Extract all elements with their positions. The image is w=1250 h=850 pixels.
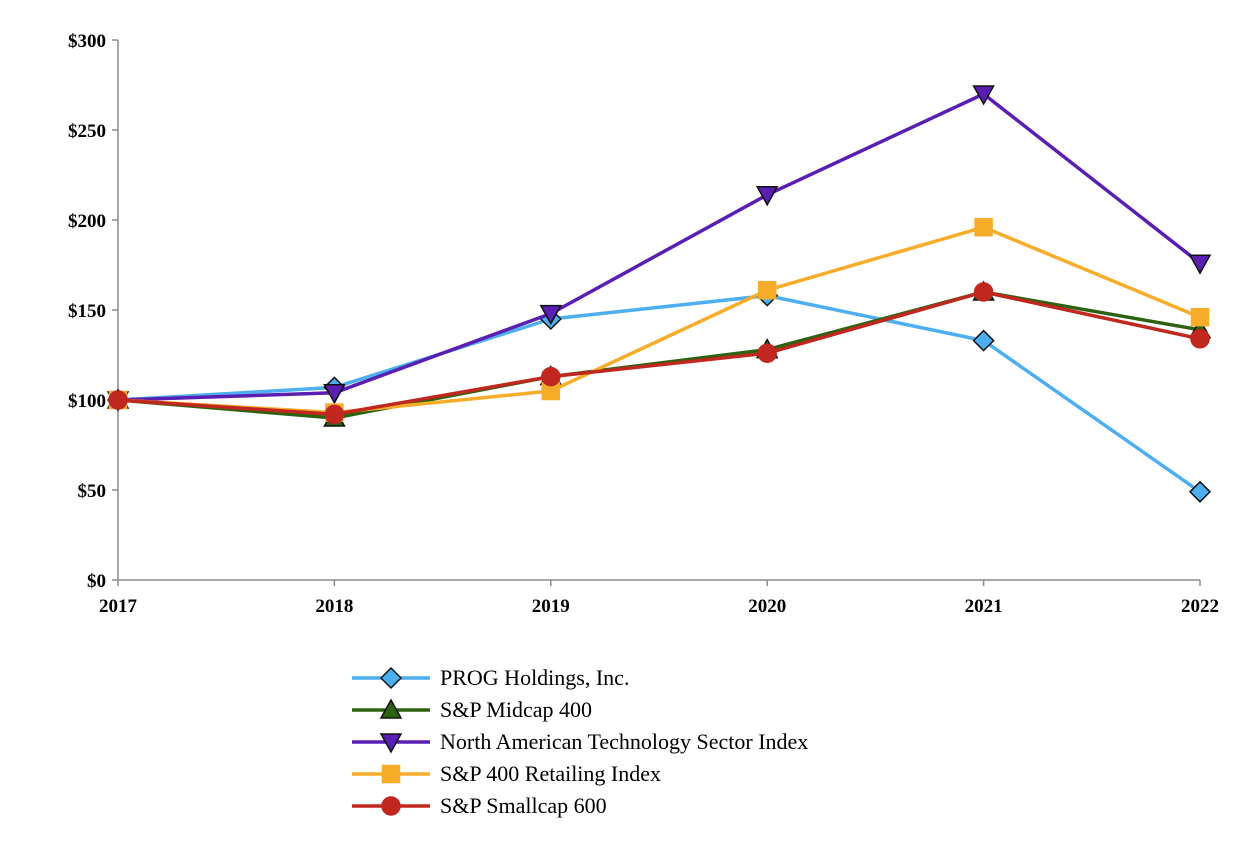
data-point [1190,307,1210,327]
data-point [541,366,561,387]
legend-item: North American Technology Sector Index [352,729,808,754]
data-point [973,282,994,302]
y-tick-label: $250 [68,121,106,142]
legend-label: S&P Midcap 400 [440,697,592,722]
legend-item: S&P Midcap 400 [352,697,592,722]
data-point [972,85,995,106]
series-4 [108,282,1210,425]
data-point [757,343,777,363]
data-point [755,186,779,207]
legend-label: PROG Holdings, Inc. [440,665,629,690]
y-tick-label: $200 [68,211,106,232]
y-tick-label: $50 [78,481,107,502]
legend-label: North American Technology Sector Index [440,729,808,754]
series-line [117,290,1201,420]
x-tick-label: 2020 [748,596,786,617]
axes: $0 $50 $100 $150 $200 $250 $300 2017 2018 2019 202… [68,31,1219,617]
legend-marker [381,796,401,816]
legend-marker [379,666,403,690]
x-tick-label: 2021 [965,596,1003,617]
series-layer [106,85,1212,503]
legend-item: S&P Smallcap 600 [352,793,607,818]
x-tick-label: 2018 [315,596,353,617]
legend-label: S&P 400 Retailing Index [440,761,661,786]
data-point [974,217,993,237]
data-point [1190,329,1210,349]
data-point [108,390,128,410]
data-point [323,384,346,405]
legend-marker [379,698,403,719]
y-tick-label: $150 [68,301,106,322]
y-tick-label: $300 [68,31,106,52]
series-line [117,92,1202,402]
legend-marker [381,764,401,784]
x-tick-label: 2019 [532,596,570,617]
data-point [1188,480,1212,503]
legend-label: S&P Smallcap 600 [440,793,607,818]
x-tick-label: 2017 [99,596,138,617]
data-point [757,280,777,300]
legend-item: PROG Holdings, Inc. [352,665,629,690]
legend-marker [379,733,403,754]
legend: PROG Holdings, Inc. S&P Midcap 400 North A… [352,665,808,818]
data-point [1188,254,1212,275]
y-tick-label: $0 [87,571,106,592]
data-point [972,329,995,352]
data-point [539,304,563,326]
x-tick-label: 2022 [1181,596,1219,617]
series-line [117,290,1201,417]
legend-item: S&P 400 Retailing Index [352,761,661,786]
series-line [117,293,1202,494]
y-tick-label: $100 [68,391,106,412]
data-point [324,404,345,425]
